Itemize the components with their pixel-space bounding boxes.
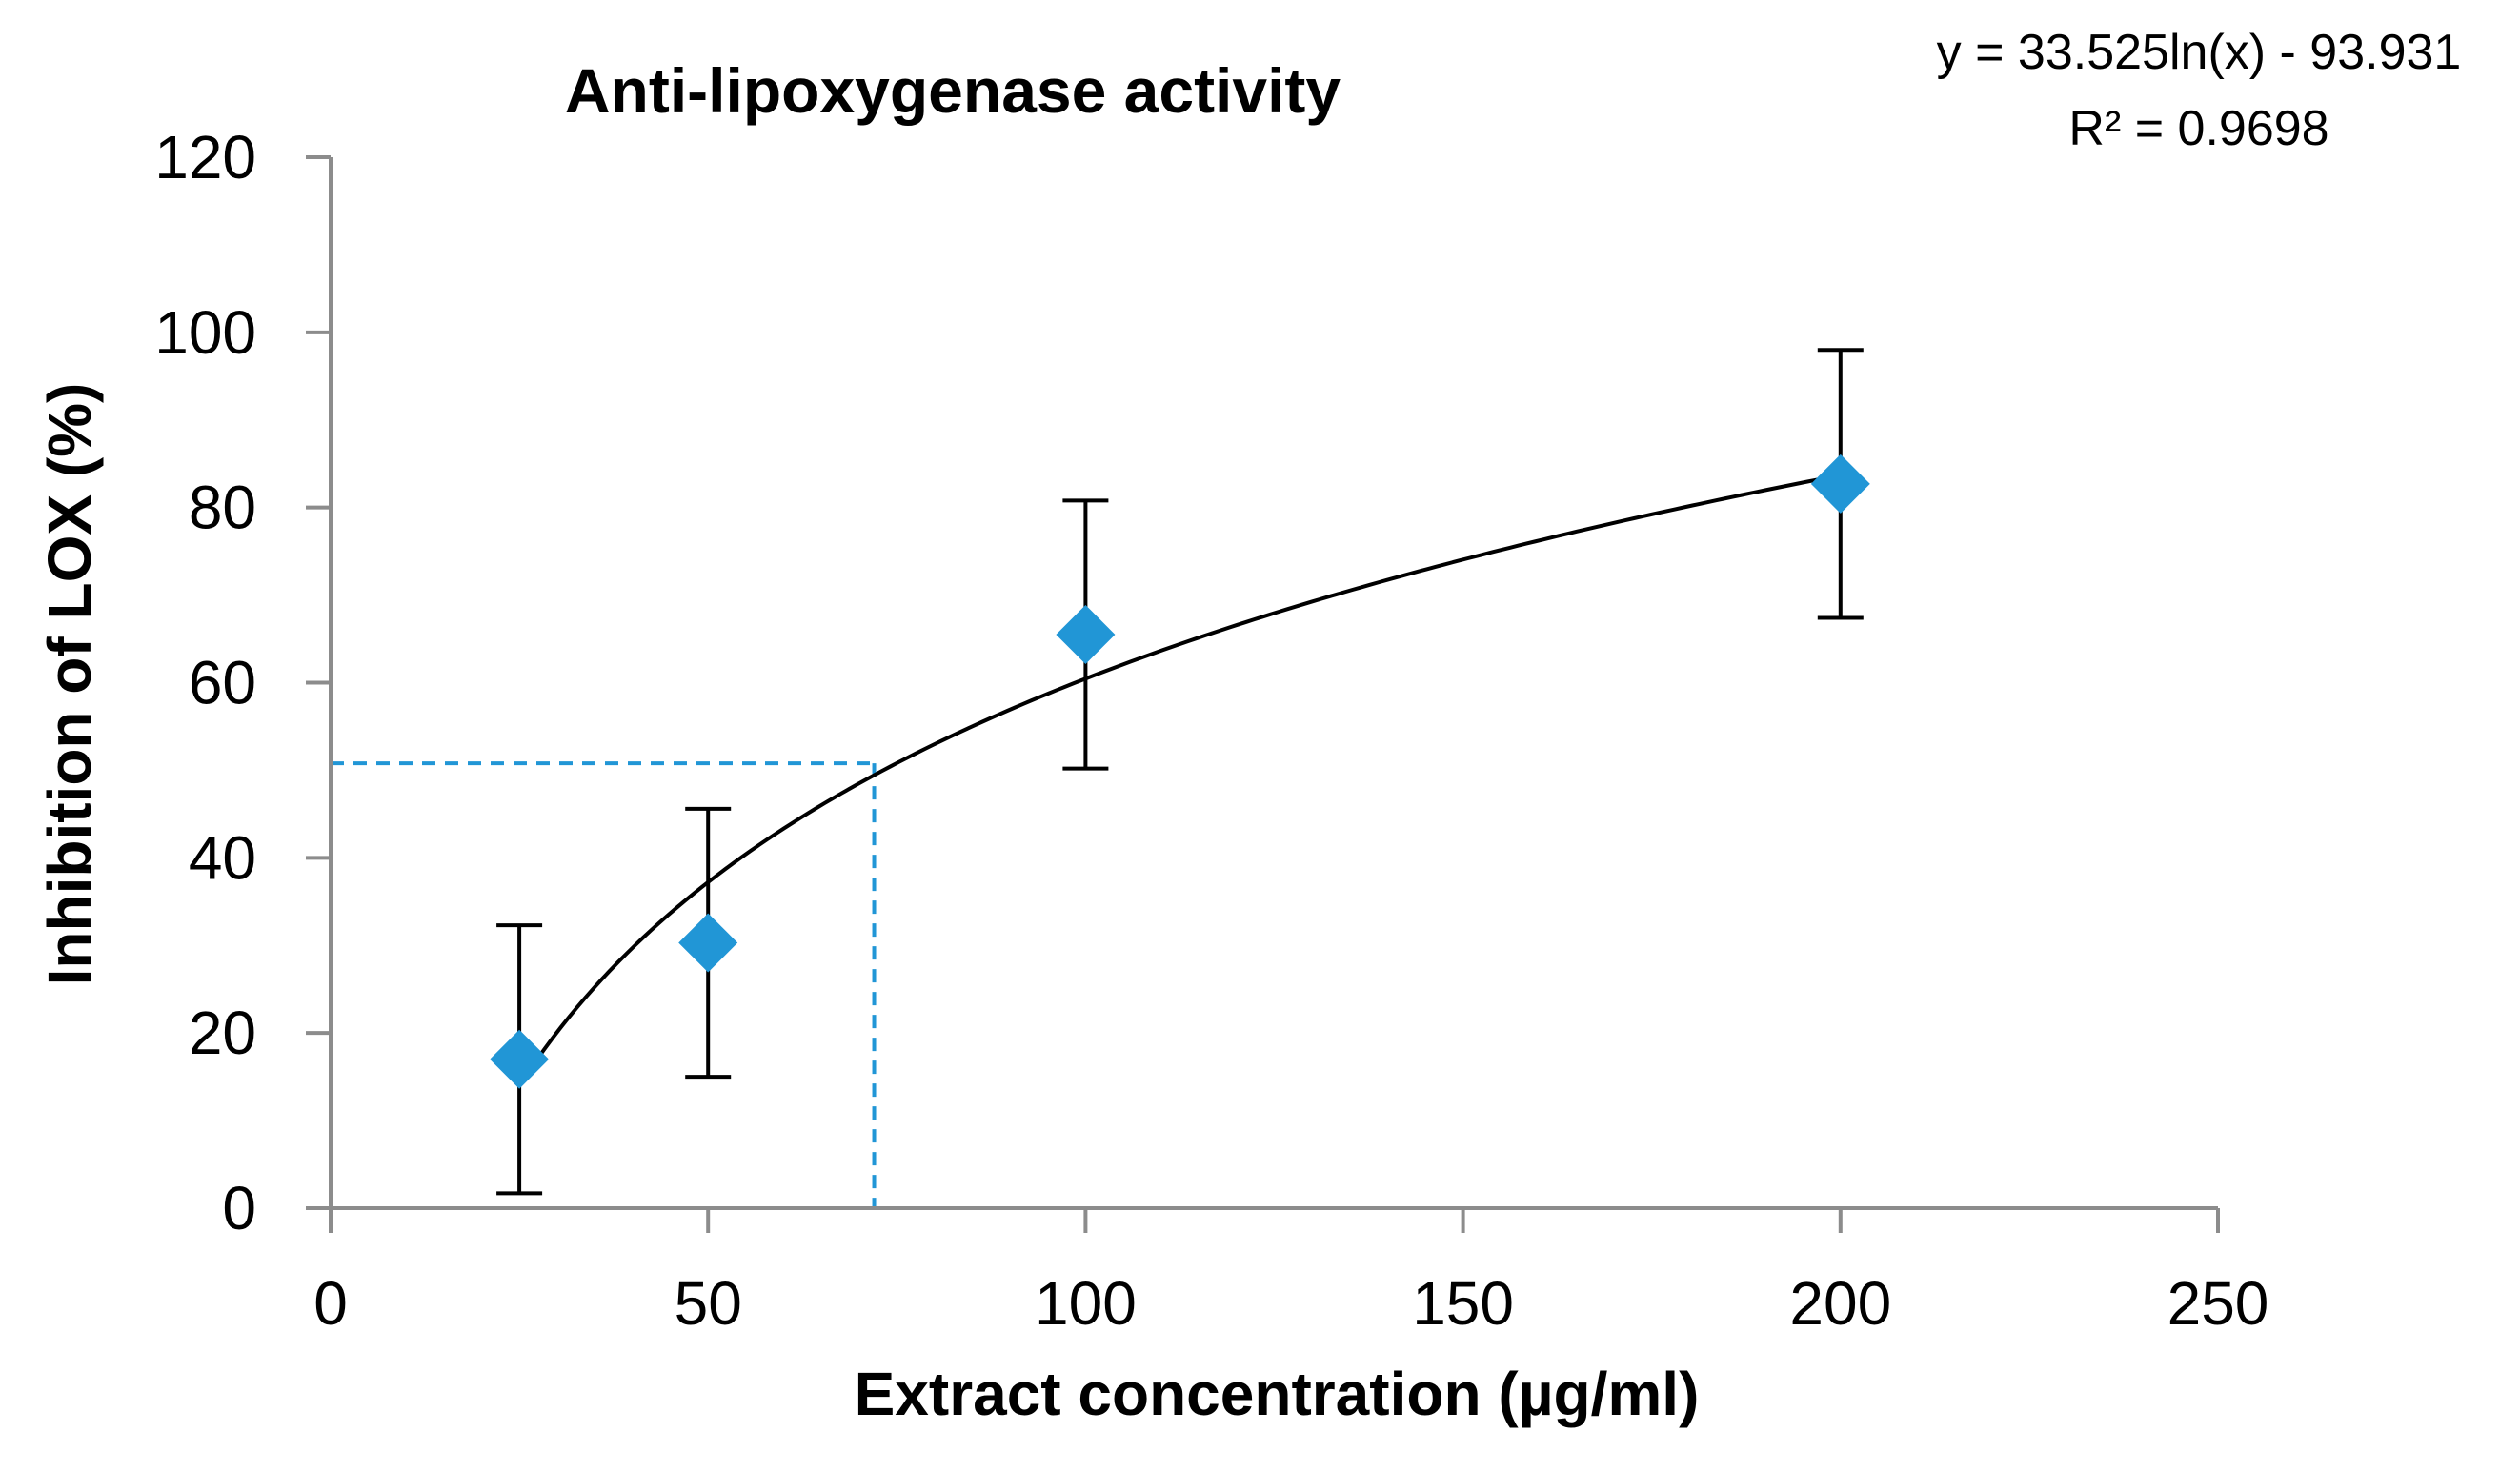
y-tick-label-20: 20 bbox=[189, 999, 256, 1067]
trendline-r-squared: R² = 0.9698 bbox=[2068, 101, 2328, 156]
x-tick-label-100: 100 bbox=[1035, 1269, 1137, 1338]
trendline bbox=[517, 473, 1842, 1087]
data-points bbox=[490, 454, 1870, 1089]
error-bars bbox=[496, 348, 1864, 1196]
chart-title: Anti-lipoxygenase activity bbox=[565, 55, 1341, 126]
tick-labels: 0 20 40 60 80 100 120 0 50 100 150 200 250 bbox=[154, 123, 2268, 1338]
y-axis-label: Inhibition of LOX (%) bbox=[35, 383, 104, 986]
data-point-100 bbox=[1056, 604, 1116, 664]
trendline-equation: y = 33.525ln(x) - 93.931 bbox=[1937, 25, 2462, 80]
reference-lines bbox=[331, 761, 877, 1208]
trendline-group bbox=[517, 473, 1842, 1087]
x-tick-label-200: 200 bbox=[1789, 1269, 1891, 1338]
x-tick-label-250: 250 bbox=[2167, 1269, 2269, 1338]
x-tick-label-150: 150 bbox=[1412, 1269, 1514, 1338]
y-tick-label-60: 60 bbox=[189, 649, 256, 717]
y-tick-label-120: 120 bbox=[154, 123, 256, 192]
x-tick-label-0: 0 bbox=[313, 1269, 348, 1338]
data-point-50 bbox=[678, 913, 738, 973]
x-tick-label-50: 50 bbox=[675, 1269, 742, 1338]
data-point-25 bbox=[490, 1029, 550, 1089]
y-tick-label-80: 80 bbox=[189, 474, 256, 542]
y-tick-label-40: 40 bbox=[189, 823, 256, 892]
axes bbox=[306, 155, 2220, 1233]
y-tick-label-100: 100 bbox=[154, 298, 256, 367]
x-axis-label: Extract concentration (µg/ml) bbox=[855, 1360, 1700, 1428]
data-point-200 bbox=[1810, 454, 1870, 514]
y-tick-label-0: 0 bbox=[222, 1174, 256, 1242]
